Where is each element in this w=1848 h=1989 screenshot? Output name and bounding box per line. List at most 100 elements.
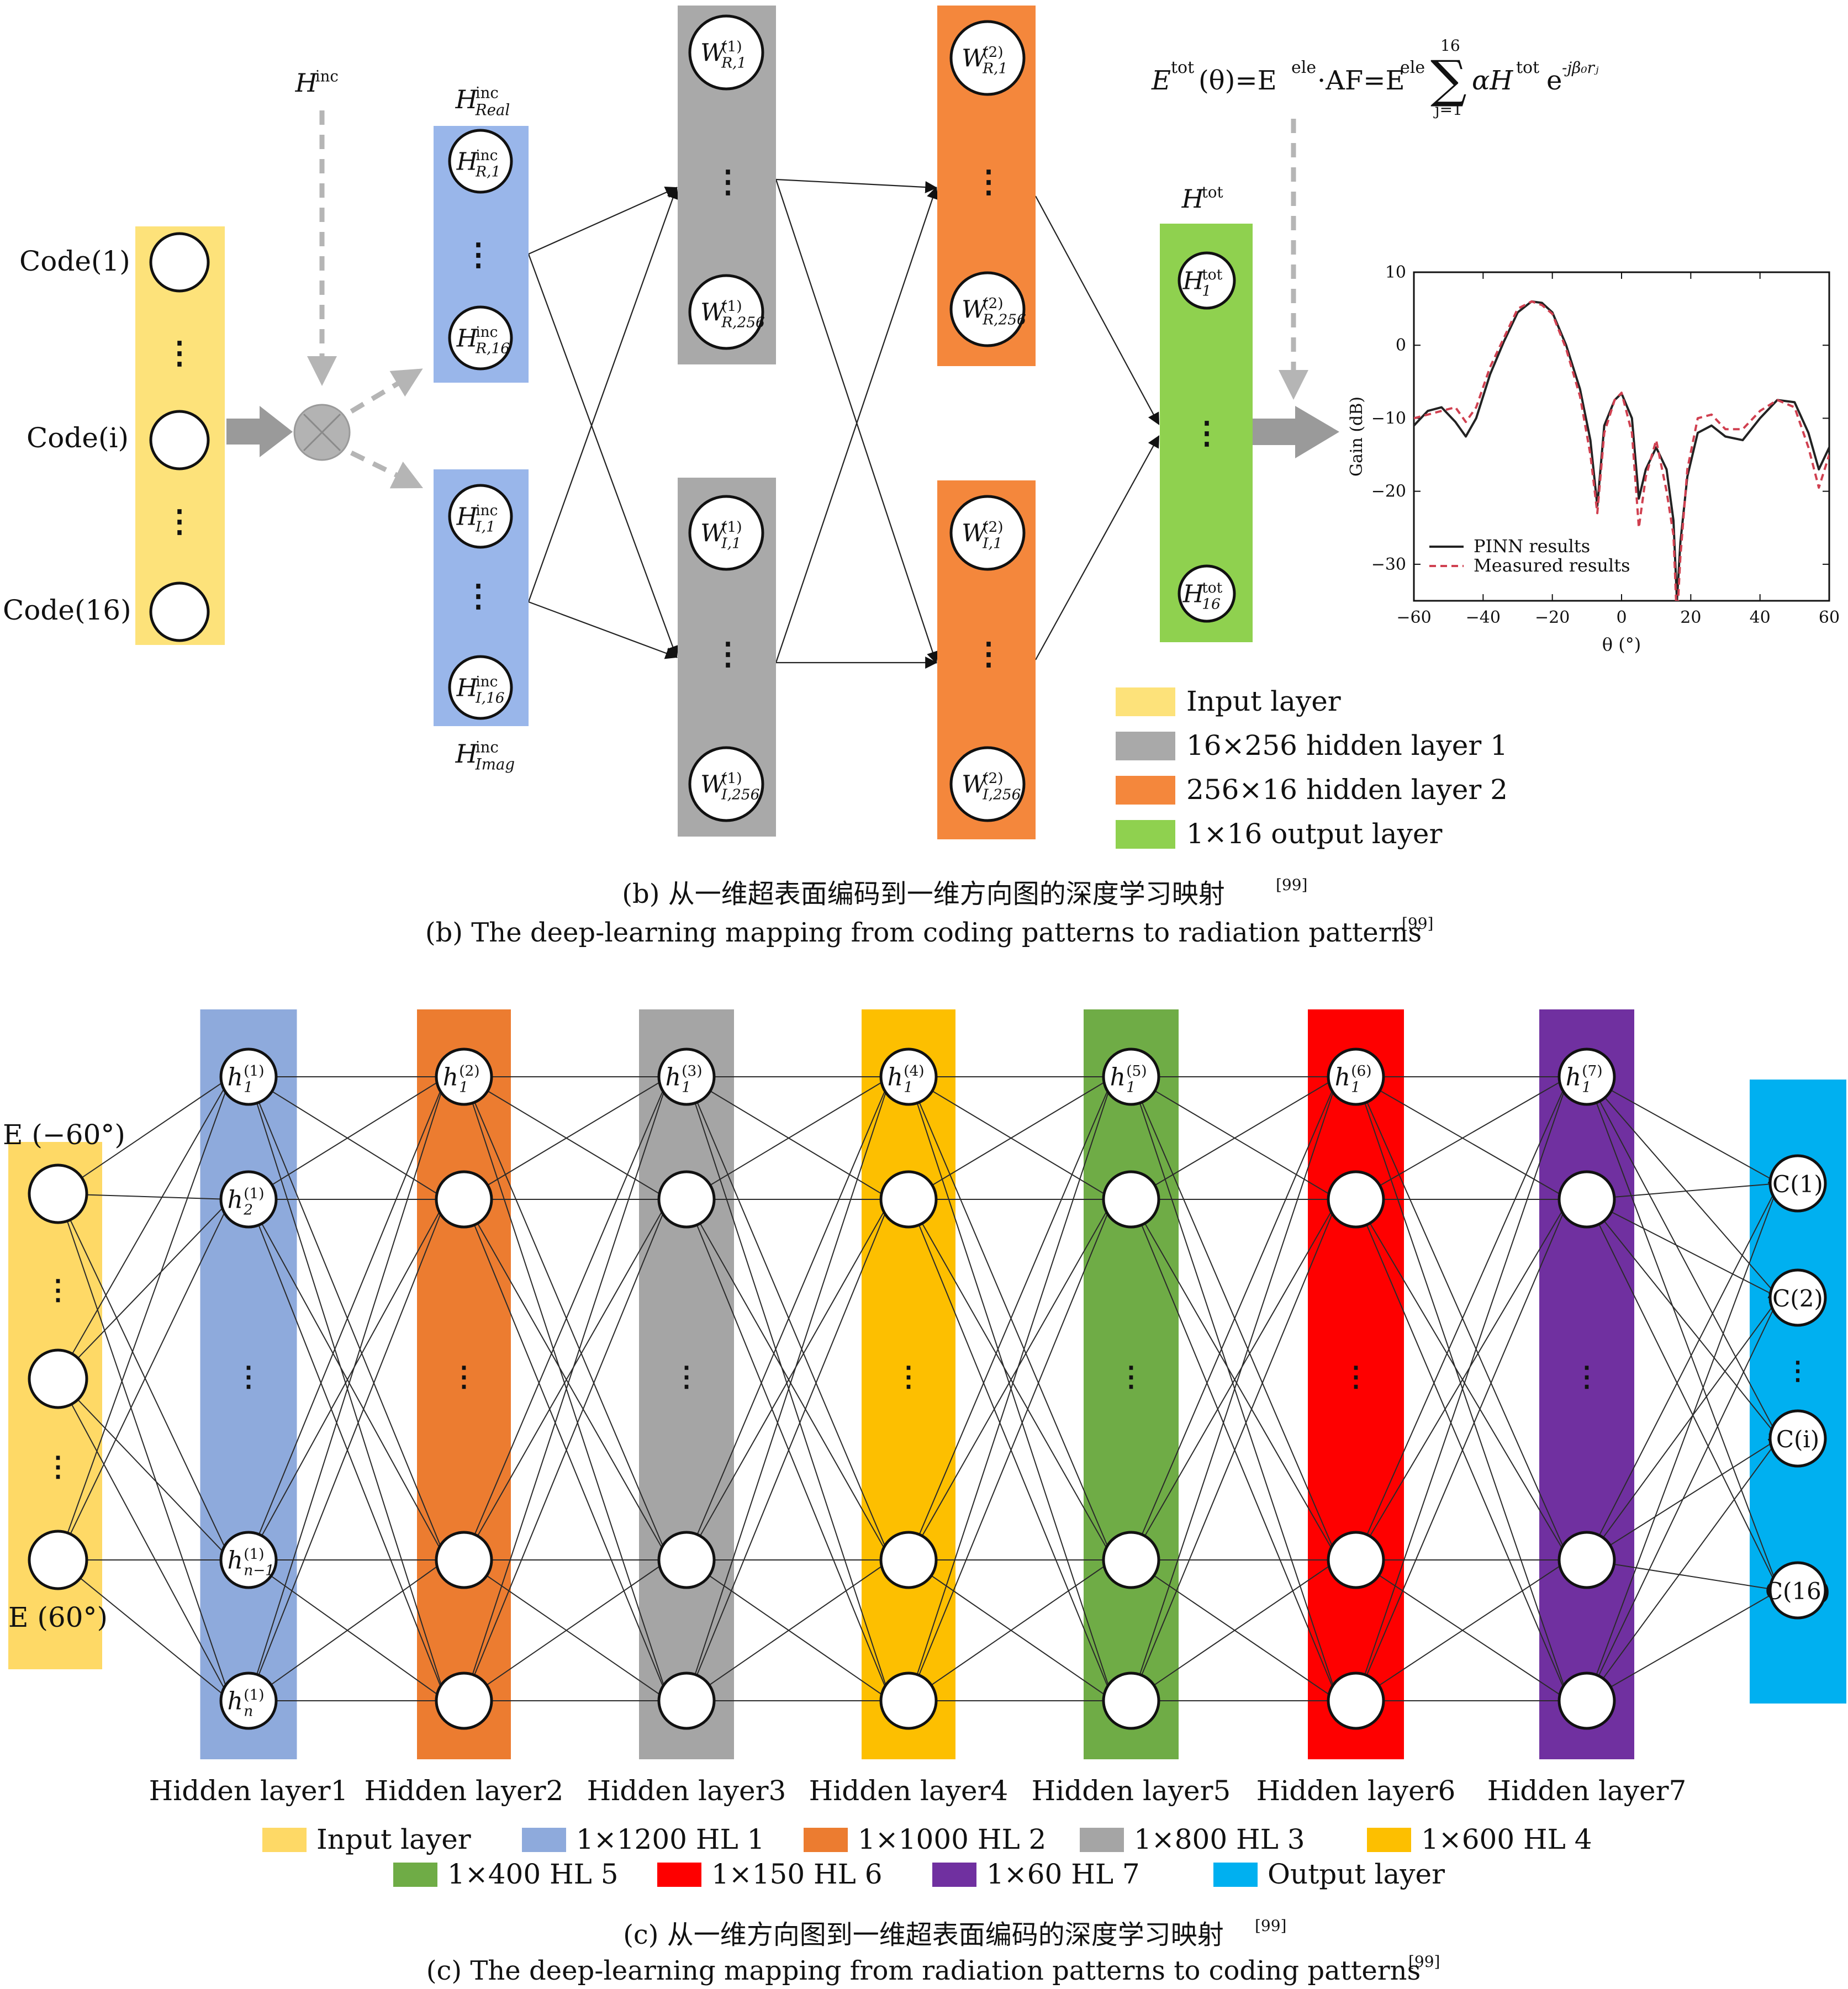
hidden-layer-2-block bbox=[417, 1009, 511, 1759]
w2-imag-node-1-label-symbol: W bbox=[962, 519, 989, 547]
hidden-connection bbox=[686, 1559, 892, 1701]
h-tot-label-symbol: H bbox=[1181, 184, 1205, 214]
out-dots: ⋮ bbox=[1191, 415, 1222, 451]
hidden-connection bbox=[248, 1076, 448, 1560]
y-tick-label: −10 bbox=[1371, 409, 1406, 428]
output-connection bbox=[1586, 1076, 1780, 1440]
w1-imag-node-1 bbox=[688, 495, 764, 571]
hidden-connection bbox=[1355, 1198, 1571, 1701]
hidden-connection bbox=[1131, 1076, 1340, 1701]
x-tick-label: 40 bbox=[1750, 608, 1771, 627]
output-connection bbox=[1586, 1182, 1780, 1560]
hidden-node bbox=[657, 1048, 716, 1106]
legend-c-label: Input layer bbox=[316, 1823, 471, 1855]
legend-c-label: 1×1200 HL 1 bbox=[576, 1823, 764, 1855]
w2-imag-node-256 bbox=[949, 746, 1026, 822]
w2-real-node-256-label: W(2)R,256 bbox=[962, 295, 1026, 328]
gain-chart: −60 −40 −20 0 20 40 60 10 0 −10 −20 −30 θ (°) Gain (d… bbox=[1347, 263, 1840, 655]
hidden-node-label: h (1)1 bbox=[228, 1062, 265, 1096]
legend-c-swatch bbox=[1367, 1828, 1411, 1852]
legend-c-swatch bbox=[1213, 1863, 1258, 1887]
panel-c-labels: ⋮⋮E (−60°)E (60°)h (1)1h (1)2h (1)n−1h (1)n⋮… bbox=[3, 1062, 1830, 1807]
input-top-label: E (−60°) bbox=[3, 1119, 125, 1151]
hidden-node-label: h (2)1 bbox=[443, 1062, 480, 1096]
hidden-node bbox=[435, 1170, 493, 1229]
hidden-connection bbox=[1131, 1076, 1340, 1560]
hidden-node bbox=[879, 1671, 938, 1730]
w2-real-node-256-label-symbol: W bbox=[962, 295, 989, 324]
hidden-node bbox=[1557, 1048, 1616, 1106]
hidden-node-label-sub: 1 bbox=[904, 1078, 913, 1096]
w1-imag-node-1-label-sup: (1) bbox=[721, 519, 742, 536]
hidden-node bbox=[435, 1531, 493, 1589]
output-to-chart-arrow bbox=[1253, 406, 1339, 458]
hidden-connection bbox=[686, 1198, 891, 1560]
x-tick-label: 60 bbox=[1819, 608, 1840, 627]
hidden-node-label: h (4)1 bbox=[888, 1062, 925, 1096]
panel-b-connections bbox=[226, 110, 1339, 669]
hidden-node-label-symbol: h bbox=[228, 1063, 243, 1091]
hidden-node-label-sub: 1 bbox=[244, 1078, 253, 1096]
w2-real-node-1-label-sup: (2) bbox=[983, 44, 1003, 61]
legend-c-swatch bbox=[657, 1863, 701, 1887]
y-tick-label: −20 bbox=[1371, 482, 1406, 501]
svg-text:[99]: [99] bbox=[1276, 876, 1307, 894]
hidden-node-label-symbol: h bbox=[1566, 1063, 1581, 1091]
hidden-node-label-sup: (1) bbox=[244, 1062, 264, 1080]
svg-text:E: E bbox=[1151, 65, 1171, 96]
hidden-connection bbox=[1131, 1559, 1339, 1701]
hidden-dots: ⋮ bbox=[1117, 1360, 1145, 1393]
w1-real-dots: ⋮ bbox=[712, 163, 743, 200]
hidden-connection bbox=[686, 1198, 893, 1701]
output-connection bbox=[1586, 1559, 1780, 1595]
legend-c-label: Output layer bbox=[1268, 1858, 1445, 1890]
hidden-node-label-sup: (1) bbox=[244, 1546, 264, 1563]
hidden-connection bbox=[463, 1559, 670, 1701]
w1-imag-node-256-label-sub: I,256 bbox=[721, 786, 759, 803]
w1-imag-node-1-label: W(1)I,1 bbox=[700, 519, 742, 552]
output-connection bbox=[1586, 1199, 1780, 1591]
svg-text:(b) The deep-learning mapping: (b) The deep-learning mapping from codin… bbox=[425, 917, 1422, 948]
hidden-node bbox=[1557, 1671, 1616, 1730]
hidden-node bbox=[1327, 1671, 1385, 1730]
legend-c-swatch bbox=[804, 1828, 848, 1852]
panel-c-legend: Input layer 1×1200 HL 1 1×1000 HL 2 1×800 H… bbox=[262, 1823, 1592, 1890]
panel-b-connection bbox=[775, 179, 939, 664]
real-node-16-label-sup: inc bbox=[476, 324, 498, 341]
hidden-connection bbox=[686, 1076, 893, 1560]
output-connection bbox=[1586, 1590, 1780, 1701]
hidden-node-label-sup: (2) bbox=[459, 1062, 479, 1080]
svg-text:[99]: [99] bbox=[1402, 914, 1433, 933]
real-block-label-sub: Real bbox=[475, 101, 510, 119]
imag-block-label-sub: Imag bbox=[475, 755, 515, 774]
real-node-16 bbox=[448, 305, 513, 371]
svg-text:[99]: [99] bbox=[1255, 1917, 1286, 1935]
legend-b-label: 16×256 hidden layer 1 bbox=[1186, 729, 1508, 761]
panel-c-nodes bbox=[28, 1048, 1827, 1730]
panel-b-connection bbox=[528, 187, 678, 255]
w2-imag-node-1-label-sup: (2) bbox=[983, 519, 1003, 536]
hidden-node bbox=[657, 1531, 716, 1589]
hidden-dots: ⋮ bbox=[1573, 1360, 1601, 1393]
imag-node-1-label-sup: inc bbox=[476, 502, 498, 519]
real-node-16-label-symbol: H bbox=[456, 324, 479, 352]
panel-b-connection bbox=[528, 601, 678, 659]
hidden-layer-label: Hidden layer1 bbox=[149, 1775, 349, 1807]
svg-text:j=1: j=1 bbox=[1433, 100, 1462, 119]
legend-b-swatch bbox=[1116, 732, 1175, 760]
x-tick-label: −60 bbox=[1396, 608, 1431, 627]
y-tick-label: 0 bbox=[1396, 336, 1406, 355]
w1-real-node-1-label-symbol: W bbox=[700, 39, 727, 67]
w2-imag-node-1-label: W(2)I,1 bbox=[962, 519, 1003, 552]
panel-b-connection bbox=[1035, 195, 1160, 425]
hidden-node-label-sup: (7) bbox=[1582, 1062, 1602, 1080]
hidden-dots: ⋮ bbox=[235, 1360, 262, 1393]
svg-text:(b) 从一维超表面编码到一维方向图的深度学习映射: (b) 从一维超表面编码到一维方向图的深度学习映射 bbox=[622, 879, 1224, 909]
imag-node-1 bbox=[448, 484, 513, 549]
hidden-connection bbox=[908, 1076, 1116, 1701]
hidden-connection bbox=[686, 1076, 893, 1701]
real-node-1 bbox=[448, 129, 513, 194]
out-node-1 bbox=[1178, 251, 1236, 310]
w2-real-node-256-label-sup: (2) bbox=[983, 295, 1003, 312]
